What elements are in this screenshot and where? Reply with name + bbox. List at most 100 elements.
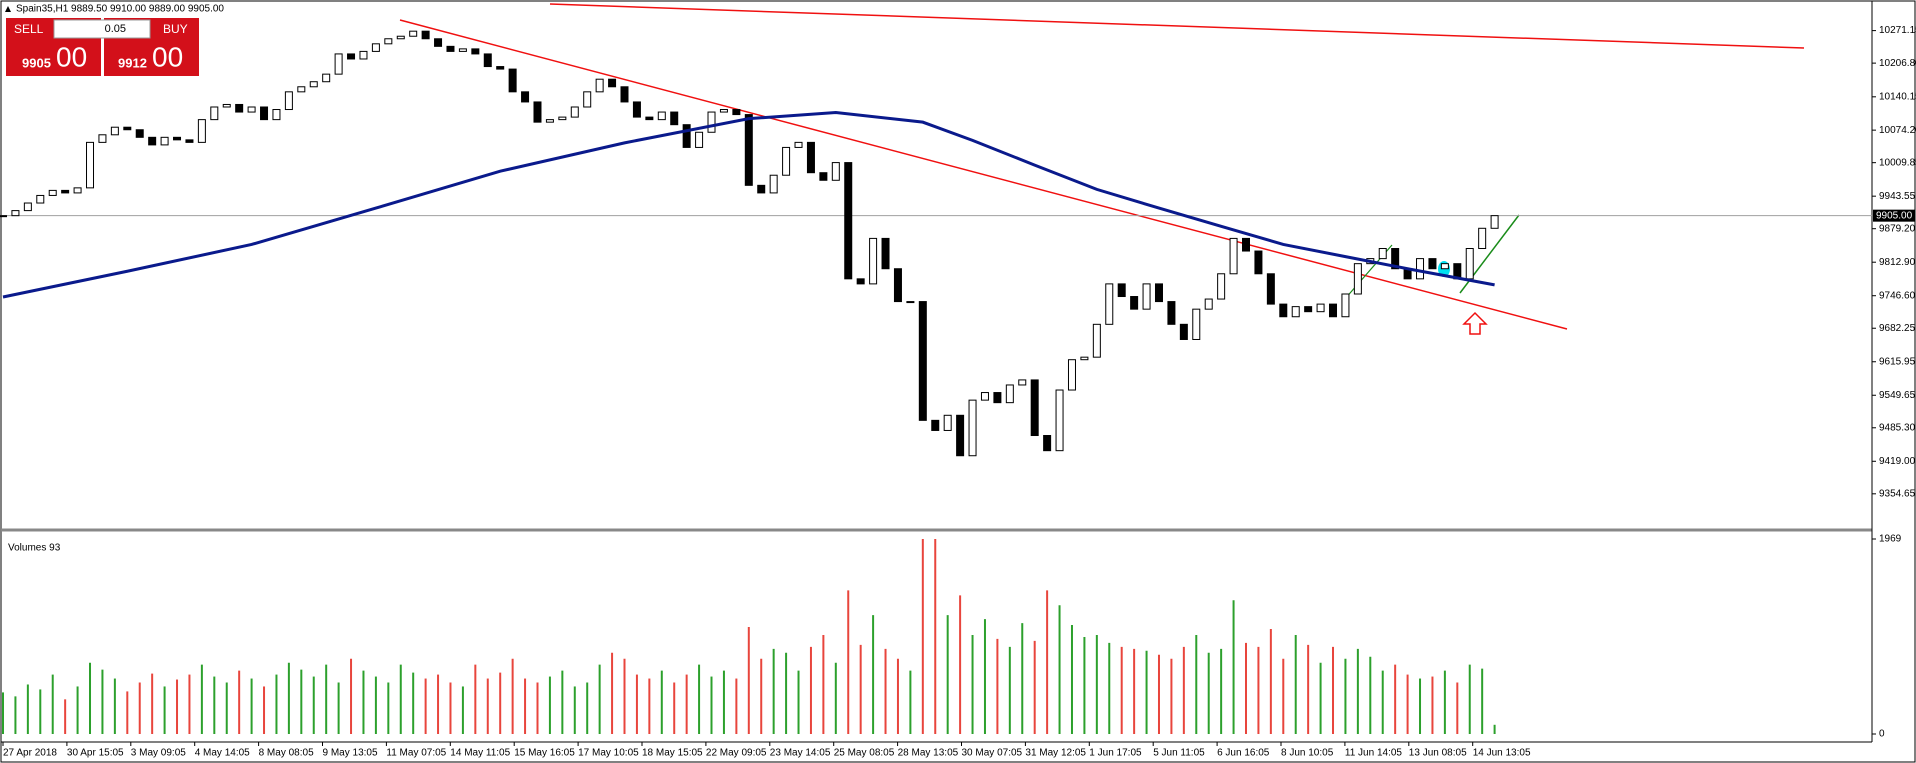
x-tick-label: 22 May 09:05 — [706, 748, 767, 759]
candle — [284, 91, 293, 111]
candle — [1142, 283, 1151, 310]
candle — [73, 187, 82, 194]
candle — [458, 48, 467, 52]
y-tick-label: 9746.60 — [1879, 290, 1916, 301]
candle — [359, 50, 368, 60]
candle — [61, 189, 70, 194]
candle — [869, 237, 878, 285]
candle — [334, 53, 343, 75]
candle — [260, 106, 269, 121]
x-tick-label: 23 May 14:05 — [770, 748, 831, 759]
collapse-icon — [5, 6, 11, 12]
candle — [197, 119, 206, 143]
y-tick-label: 9682.25 — [1879, 323, 1916, 334]
candle — [471, 48, 480, 55]
candle — [1043, 435, 1052, 452]
y-tick-label: 10140.15 — [1879, 91, 1916, 102]
candle — [1266, 273, 1275, 305]
x-tick-label: 3 May 09:05 — [131, 748, 186, 759]
x-tick-label: 28 May 13:05 — [898, 748, 959, 759]
candle — [931, 419, 940, 431]
moving-average — [2, 111, 1495, 299]
candle — [632, 101, 641, 118]
lot-value[interactable]: 0.05 — [105, 23, 126, 35]
candle — [1130, 296, 1139, 310]
lot-box[interactable] — [53, 19, 151, 39]
symbol-info: Spain35,H1 9889.50 9910.00 9889.00 9905.… — [16, 4, 224, 15]
candle — [558, 116, 567, 121]
candle — [782, 146, 791, 176]
current-price-box — [1873, 209, 1915, 222]
candle — [831, 162, 840, 181]
candle — [744, 114, 753, 186]
x-tick-label: 30 May 07:05 — [962, 748, 1023, 759]
candle — [1179, 323, 1188, 340]
candle — [1316, 303, 1325, 313]
candle — [881, 237, 890, 270]
candle — [856, 278, 865, 285]
candle — [657, 111, 666, 121]
x-tick-label: 5 Jun 11:05 — [1153, 748, 1205, 759]
candle — [1167, 301, 1176, 325]
x-tick-label: 1 Jun 17:05 — [1089, 748, 1142, 759]
candle — [993, 392, 1002, 404]
candle — [757, 184, 766, 194]
candle — [1080, 356, 1089, 361]
candle — [719, 109, 728, 113]
candle — [819, 172, 828, 181]
candle — [968, 399, 977, 457]
candle — [980, 392, 989, 401]
candle — [533, 101, 542, 123]
x-tick-label: 14 May 11:05 — [450, 748, 510, 759]
candle — [1192, 308, 1201, 340]
candle — [36, 194, 45, 204]
candle — [1378, 248, 1387, 260]
candle — [1154, 283, 1163, 303]
candle — [943, 414, 952, 431]
candle — [297, 86, 306, 93]
candle — [1092, 323, 1101, 358]
y-tick-label: 9879.20 — [1879, 223, 1916, 234]
candle — [446, 45, 455, 52]
y-tick-label: 9485.30 — [1879, 422, 1916, 433]
candle — [1005, 384, 1014, 404]
candle — [421, 30, 430, 40]
x-tick-label: 8 Jun 10:05 — [1281, 748, 1334, 759]
candle — [769, 174, 778, 194]
candle — [1242, 237, 1250, 252]
candle — [670, 111, 679, 126]
candle — [570, 106, 579, 118]
candle — [1478, 227, 1487, 250]
y-tick-label: 10271.15 — [1879, 25, 1916, 36]
candle — [794, 141, 803, 148]
candle — [1254, 250, 1263, 275]
candle — [545, 119, 554, 123]
y-tick-label: 10009.85 — [1879, 157, 1916, 168]
candle — [508, 68, 517, 93]
trade-panel: SELL BUY 0.05 9905 00 9912 00 — [6, 18, 199, 76]
candle — [409, 30, 418, 37]
candle — [1304, 306, 1313, 313]
candle — [185, 139, 194, 143]
x-tick-label: 9 May 13:05 — [323, 748, 378, 759]
candle — [210, 106, 219, 121]
buy-label[interactable]: BUY — [163, 22, 188, 36]
candle — [483, 53, 492, 68]
ask-main: 9912 — [118, 55, 147, 70]
candle — [86, 141, 95, 189]
sell-label[interactable]: SELL — [14, 22, 44, 36]
bid-frac: 00 — [56, 41, 87, 72]
candle — [0, 215, 7, 218]
candle — [396, 35, 405, 40]
x-tick-label: 15 May 16:05 — [514, 748, 575, 759]
candle — [1030, 379, 1039, 437]
volume-tick-label: 0 — [1879, 729, 1885, 740]
candle — [806, 141, 815, 174]
candle — [160, 136, 169, 146]
candle — [1229, 237, 1238, 275]
ask-frac: 00 — [152, 41, 183, 72]
x-tick-label: 18 May 15:05 — [642, 748, 703, 759]
x-tick-label: 11 Jun 14:05 — [1345, 748, 1403, 759]
x-tick-label: 8 May 08:05 — [259, 748, 314, 759]
